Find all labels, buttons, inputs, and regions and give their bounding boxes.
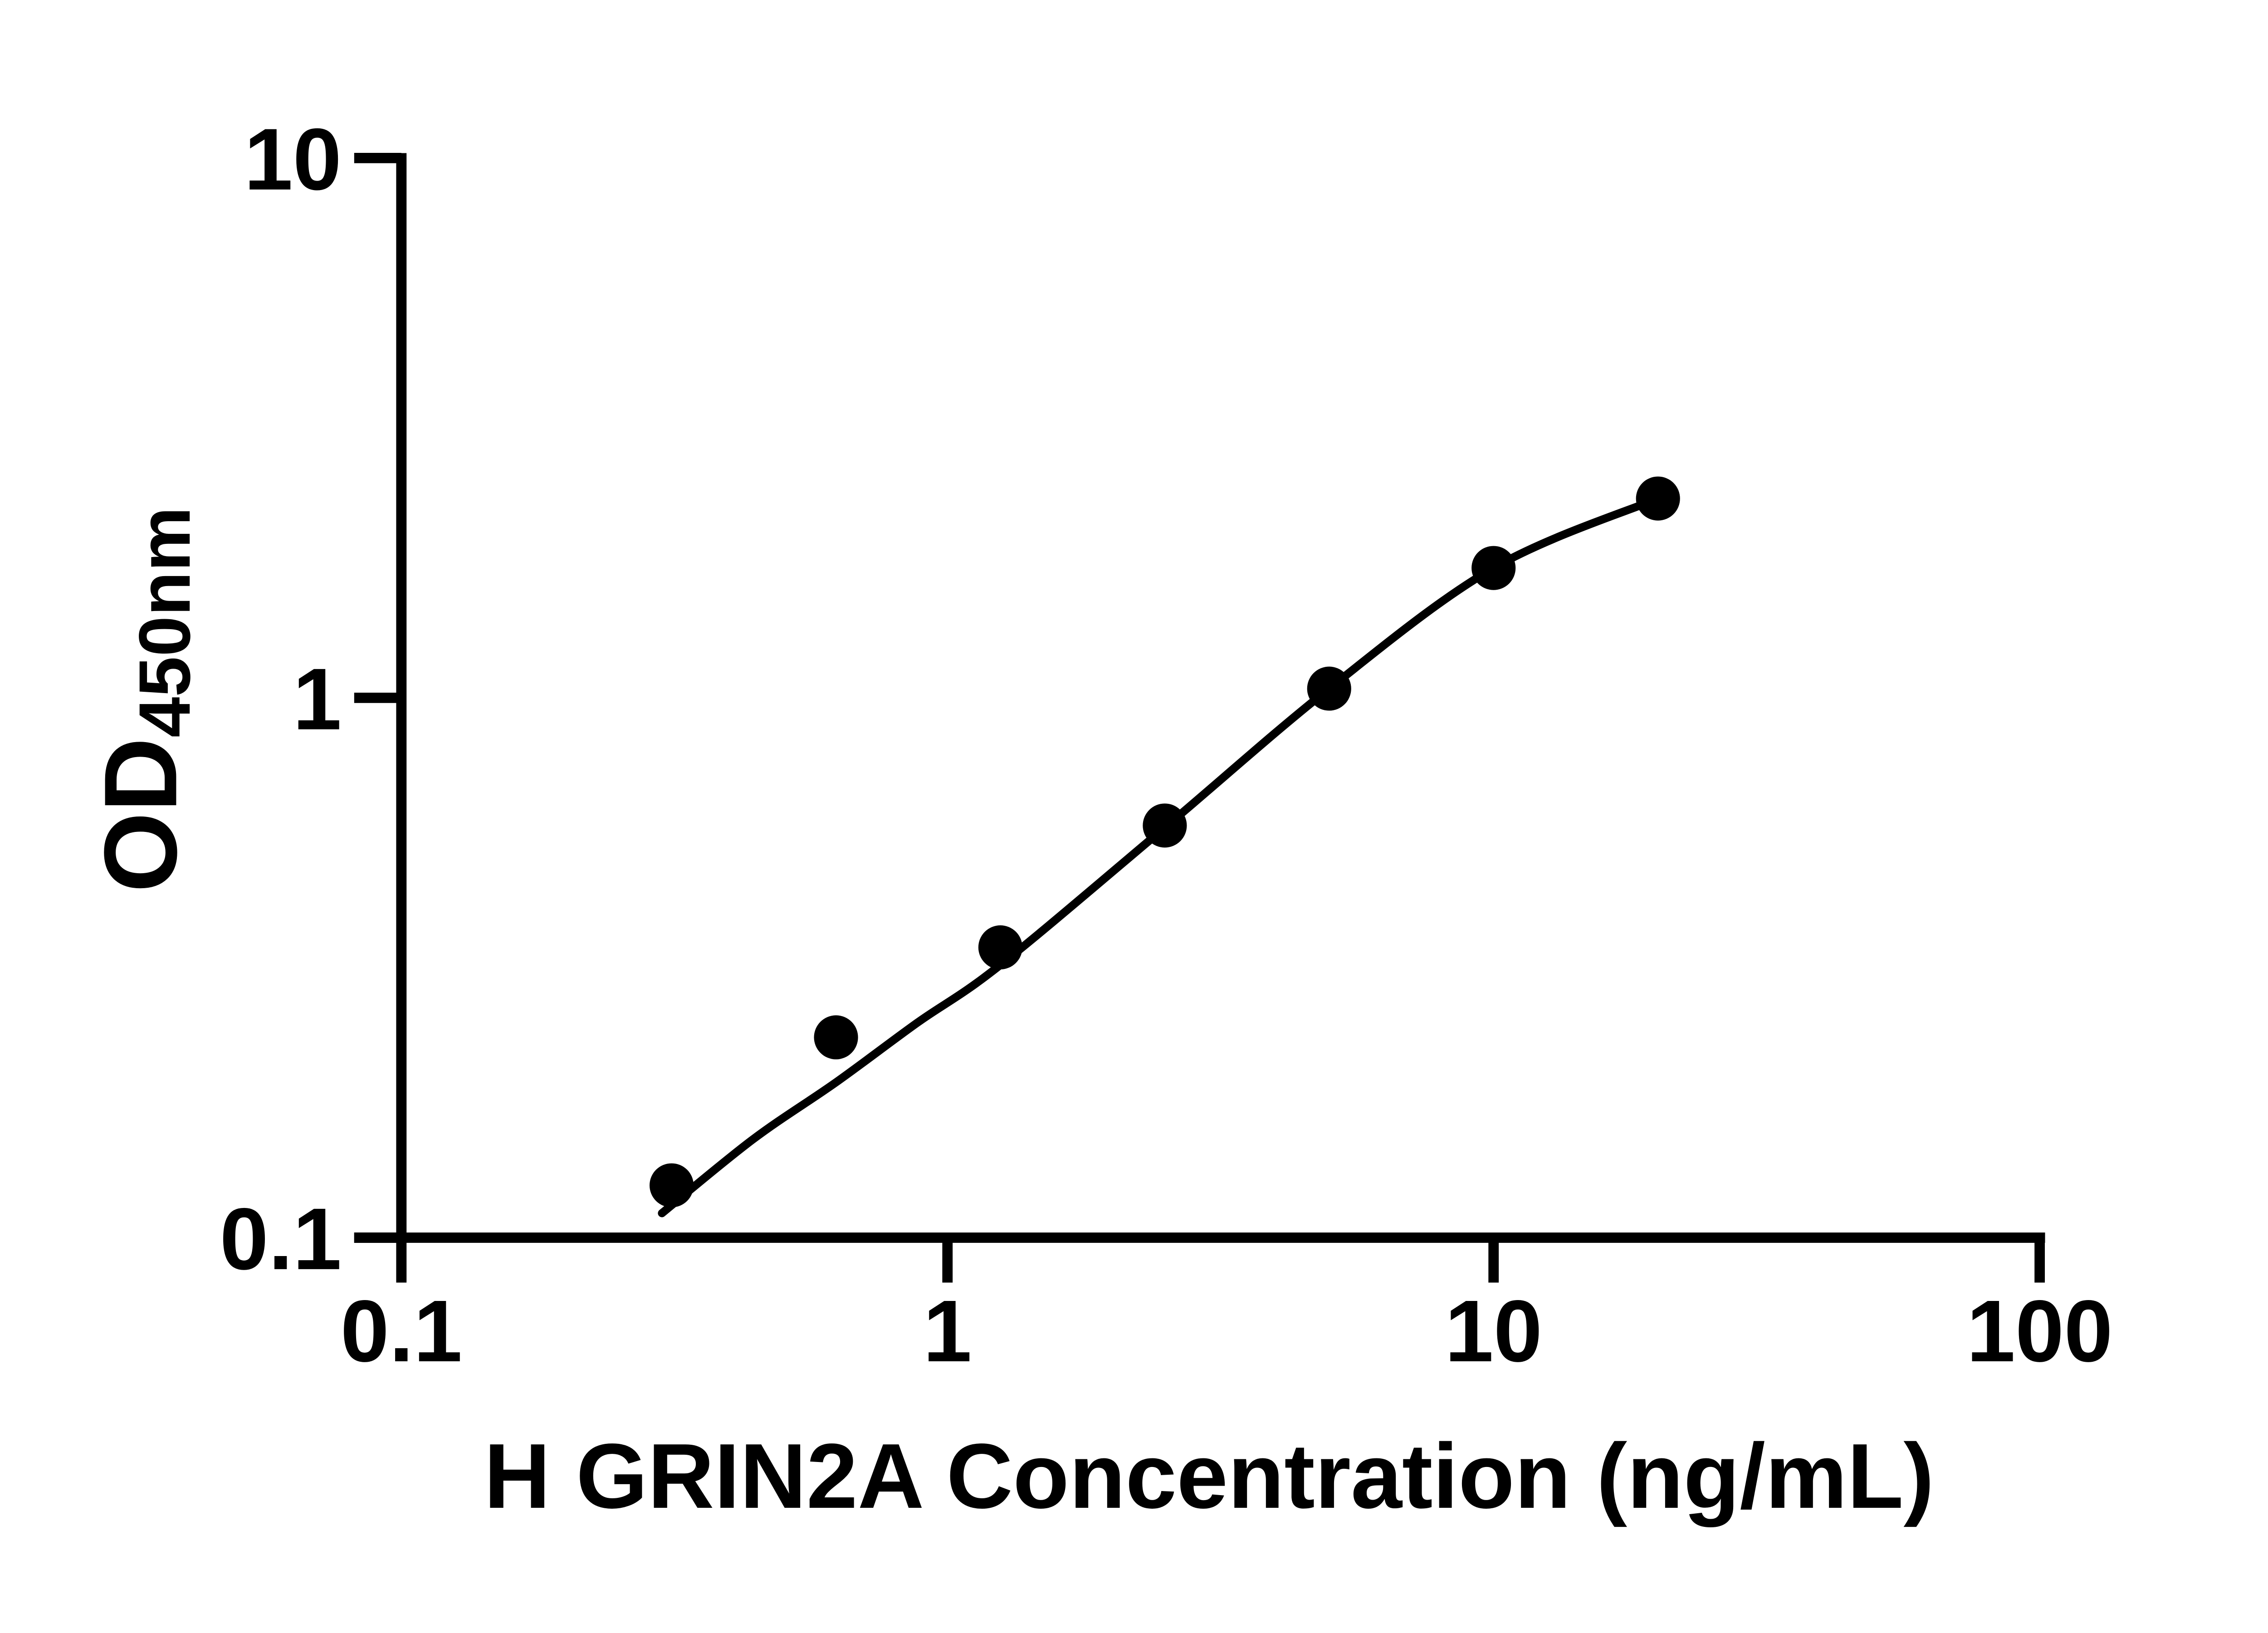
axis-lines	[354, 153, 2045, 1243]
data-point	[1143, 803, 1187, 848]
x-tick-label: 1	[923, 1282, 972, 1380]
y-axis-title-subscript: 450nm	[124, 507, 205, 738]
fit-curve-line	[658, 494, 1662, 1217]
x-axis-title: H GRIN2A Concentration (ng/mL)	[484, 1425, 1934, 1528]
x-tick-label: 100	[1966, 1282, 2112, 1380]
data-point	[978, 925, 1022, 969]
data-point	[1307, 666, 1351, 711]
y-tick-label: 0.1	[220, 1190, 342, 1288]
axes-layer: 10 1 0.10.1 1 10 100	[220, 110, 2112, 1380]
x-tick-label: 10	[1445, 1282, 1542, 1380]
series-layer	[650, 476, 1680, 1217]
data-point	[1636, 476, 1680, 521]
x-tick-label: 0.1	[341, 1282, 463, 1380]
y-axis-title-main: OD	[83, 738, 198, 893]
data-point	[1471, 546, 1516, 590]
y-tick-label: 10	[244, 110, 342, 208]
y-tick-label: 1	[293, 650, 342, 748]
data-point	[814, 1015, 858, 1060]
y-axis-title: OD450nm	[83, 507, 205, 892]
data-point	[650, 1163, 694, 1208]
